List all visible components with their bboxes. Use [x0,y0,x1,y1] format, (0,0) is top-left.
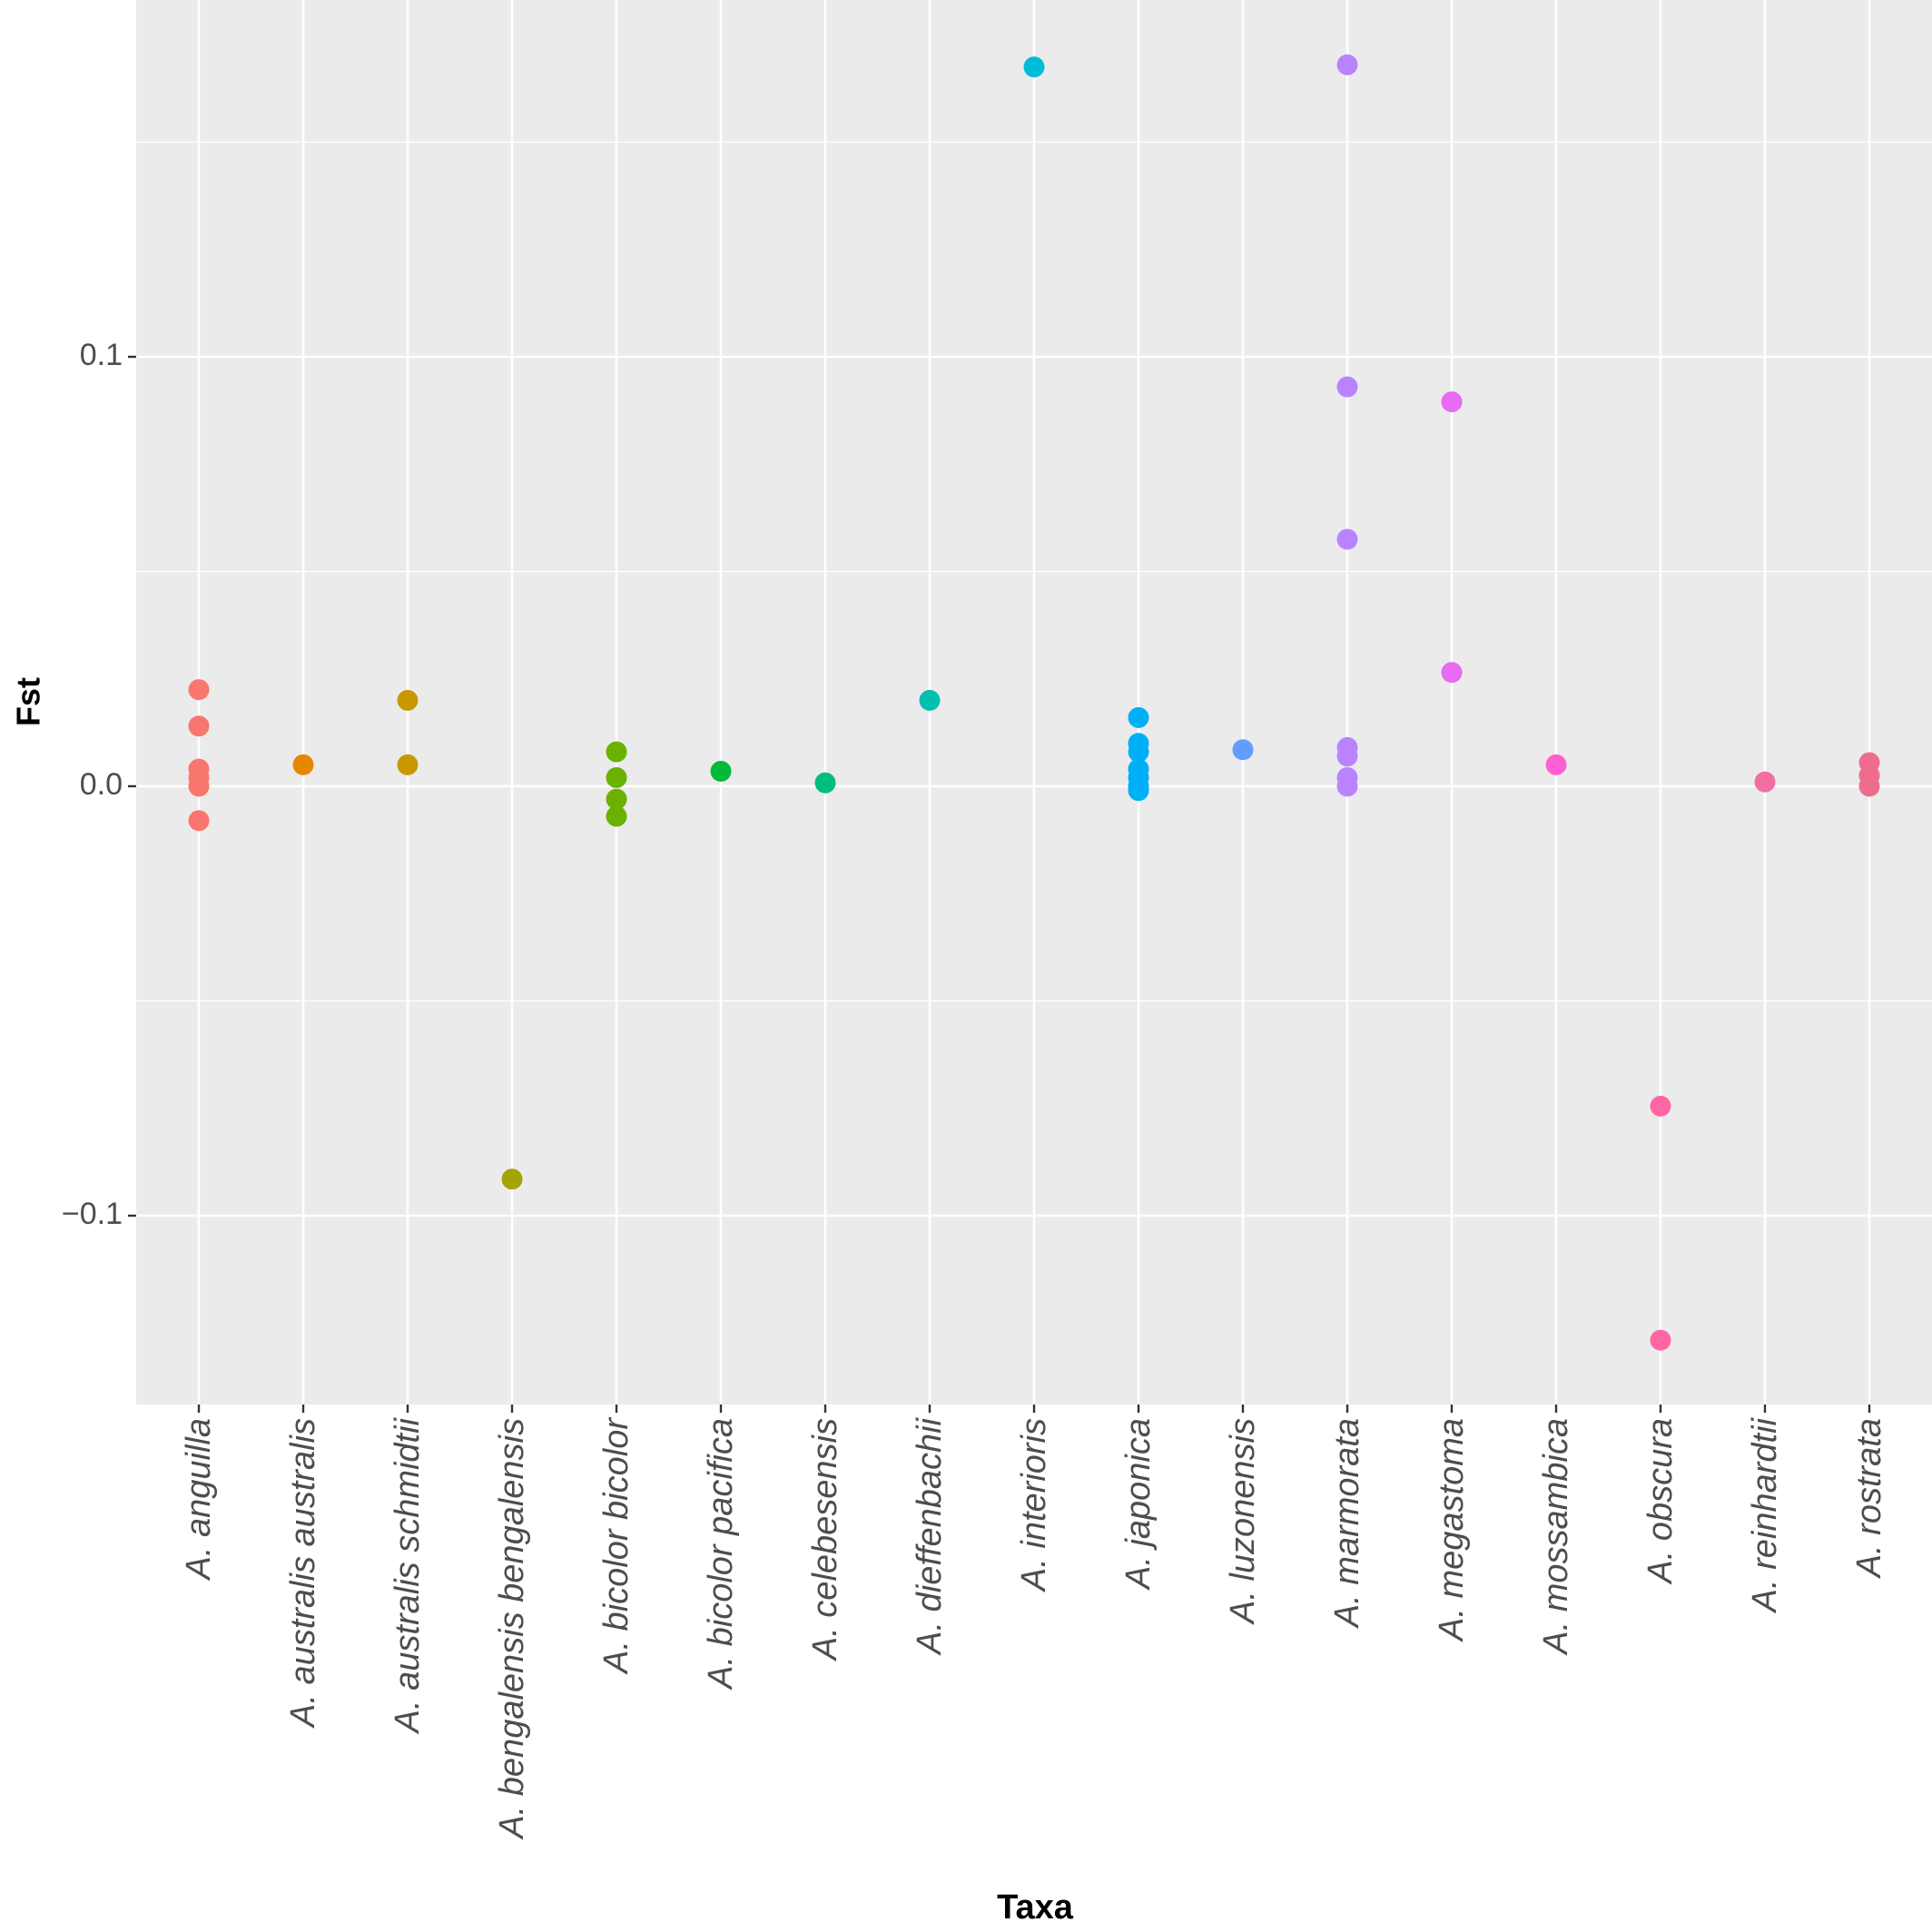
x-tick-label: A. luzonensis [1224,1418,1262,1625]
data-points [188,54,1880,1351]
x-tick-label: A. obscura [1641,1418,1680,1585]
data-point [606,741,627,763]
x-tick-label: A. australis schmidtii [389,1416,427,1734]
data-point [292,754,314,775]
data-point [1858,775,1880,797]
x-tick-label: A. megastoma [1433,1418,1471,1642]
x-axis: A. anguilla A. australis australis A. aust… [180,1405,1888,1840]
data-point [1128,780,1149,802]
data-point [919,689,941,711]
data-point [1128,706,1149,728]
data-point [1232,739,1254,761]
y-axis-title: Fst [10,677,47,726]
x-tick-label: A. anguilla [180,1418,218,1581]
data-point [188,715,210,737]
grid-major-x [197,0,1871,1405]
x-axis-title: Taxa [997,1888,1074,1927]
data-point [188,775,210,797]
data-point [1754,771,1776,793]
x-tick-label: A. reinhardtii [1746,1416,1784,1613]
x-tick-label: A. japonica [1119,1418,1158,1591]
data-point [606,788,627,810]
x-tick-label: A. bicolor pacifica [702,1418,740,1690]
x-tick-label: A. marmorata [1328,1418,1366,1629]
data-point [814,772,836,794]
data-point [1336,745,1358,767]
data-point [188,810,210,832]
data-point [1336,528,1358,550]
x-tick-label: A. bengalensis bengalensis [493,1418,531,1840]
y-tick-label: 0.1 [80,338,123,372]
data-point [1128,741,1149,763]
data-point [1545,754,1567,775]
y-tick-label: −0.1 [62,1197,123,1231]
x-tick-label: A. celebesensis [806,1418,844,1661]
data-point [1336,376,1358,398]
x-tick-label: A. interioris [1015,1418,1053,1592]
data-point [1441,662,1463,684]
data-point [397,754,419,775]
data-point [1023,56,1045,78]
data-point [1336,54,1358,75]
x-tick-label: A. australis australis [284,1418,322,1729]
data-point [1650,1095,1671,1117]
data-point [1441,391,1463,413]
data-point [397,689,419,711]
x-tick-label: A. bicolor bicolor [597,1417,636,1675]
x-tick-label: A. rostrata [1850,1418,1888,1579]
data-point [1650,1329,1671,1351]
y-axis: −0.1 0.0 0.1 [62,338,136,1231]
data-point [710,760,732,782]
data-point [188,679,210,701]
data-point [606,805,627,827]
x-tick-label: A. mossambica [1537,1418,1575,1656]
y-tick-label: 0.0 [80,767,123,802]
x-tick-label: A. dieffenbachii [911,1416,949,1655]
data-point [1336,775,1358,797]
data-point [606,767,627,789]
data-point [501,1168,523,1190]
